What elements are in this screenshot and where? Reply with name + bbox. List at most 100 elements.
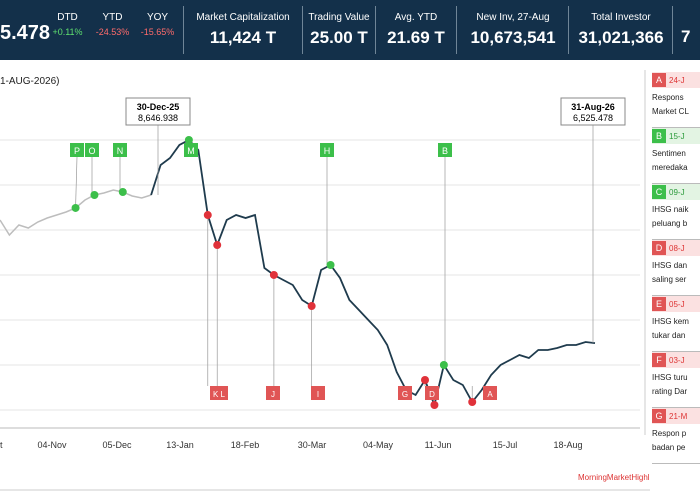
news-text: IHSG turu — [652, 373, 688, 382]
stat-value: 31,021,366 — [578, 28, 664, 47]
marker — [430, 401, 439, 409]
flag — [425, 386, 439, 400]
footer: MorningMarketHighlights - 1-5 — [578, 473, 650, 482]
marker — [184, 136, 193, 144]
callout-value: 6,525.478 — [573, 113, 613, 123]
news-head: B 15-J — [652, 128, 700, 144]
index-value: 5.478 — [0, 22, 51, 44]
chart: 1-AUG-2026) MorningMarketHighlights - 1-… — [0, 70, 650, 491]
stat-label: New Inv, 27-Aug — [476, 12, 550, 23]
change: DTD +0.11% — [45, 6, 90, 37]
flag-label: O — [88, 146, 95, 156]
news-date: 09-J — [669, 187, 685, 197]
news-date: 21-M — [669, 411, 688, 421]
news-letter: B — [652, 129, 666, 143]
flag — [184, 143, 198, 157]
flag-line — [75, 156, 78, 208]
flag-label: D — [429, 390, 435, 399]
news-date: 08-J — [669, 243, 685, 253]
stat-value: 7 — [681, 27, 691, 46]
news-item: G 21-M Respon p badan pe — [652, 408, 700, 464]
stat: Avg. YTD 21.69 T — [375, 6, 456, 54]
news-letter: G — [652, 409, 666, 423]
marker — [421, 376, 429, 385]
x-tick-label: 15-Jul — [493, 440, 518, 450]
flag-label: M — [187, 146, 195, 156]
flag — [398, 386, 412, 400]
flag — [70, 143, 84, 157]
change-label: YTD — [102, 12, 123, 23]
stat-label: Total Investor — [591, 12, 651, 23]
flag — [311, 386, 325, 400]
news-head: F 03-J — [652, 352, 700, 368]
stat: Market Capitalization 11,424 T — [183, 6, 302, 54]
change: YTD -24.53% — [90, 6, 135, 37]
marker — [468, 397, 477, 406]
stat: Trading Value 25.00 T — [302, 6, 375, 54]
stat: 7 — [672, 6, 700, 54]
stat-value: 25.00 T — [310, 28, 368, 47]
marker — [118, 187, 127, 196]
news-letter: A — [652, 73, 666, 87]
news-text: badan pe — [652, 443, 686, 452]
news-item: A 24-J Respons Market CL — [652, 72, 700, 128]
callout-value: 8,646.938 — [138, 113, 178, 123]
news-panel: A 24-J Respons Market CL B 15-J Sentimen mereda… — [652, 72, 700, 464]
stat-label: Trading Value — [308, 12, 370, 23]
news-date: 15-J — [669, 131, 685, 141]
change-value: -24.53% — [95, 27, 130, 37]
change: YOY -15.65% — [135, 6, 180, 37]
flag — [438, 143, 452, 157]
news-head: G 21-M — [652, 408, 700, 424]
news-date: 03-J — [669, 355, 685, 365]
news-head: A 24-J — [652, 72, 700, 88]
change-label: DTD — [57, 12, 78, 23]
x-tick-label: 13-Jan — [166, 440, 194, 450]
x-tick-label: 04-May — [363, 440, 394, 450]
news-text: Respons — [652, 93, 684, 102]
x-tick-label: 11-Jun — [425, 440, 452, 450]
news-date: 05-J — [669, 299, 685, 309]
news-head: E 05-J — [652, 296, 700, 312]
x-tick-label: 04-Nov — [37, 440, 67, 450]
marker — [71, 203, 80, 212]
flag-label: A — [487, 390, 493, 399]
price-line — [150, 138, 596, 409]
changes: DTD +0.11% YTD -24.53% YOY -15.65% — [45, 6, 180, 54]
flag-label: B — [442, 146, 448, 156]
news-letter: F — [652, 353, 666, 367]
news-text: Respon p — [652, 429, 687, 438]
stat-value: 21.69 T — [387, 28, 445, 47]
x-tick-label: 05-Dec — [102, 440, 132, 450]
news-text: saling ser — [652, 275, 687, 284]
stat-value: 10,673,541 — [470, 28, 556, 47]
news-text: meredaka — [652, 163, 688, 172]
change-label: YOY — [146, 12, 169, 23]
flag-label: H — [324, 146, 331, 156]
flag — [85, 143, 99, 157]
news-text: rating Dar — [652, 387, 688, 396]
flag — [210, 386, 228, 400]
news-text: Sentimen — [652, 149, 686, 158]
news-letter: C — [652, 185, 666, 199]
marker — [307, 302, 316, 311]
news-item: D 08-J IHSG dan saling ser — [652, 240, 700, 296]
stat-label: Avg. YTD — [394, 12, 438, 23]
news-head: C 09-J — [652, 184, 700, 200]
stat: Total Investor 31,021,366 — [568, 6, 673, 54]
flag-label: I — [317, 390, 319, 399]
header: 5.478 DTD +0.11% YTD -24.53% YOY -15.65% 7 Ma… — [0, 0, 700, 60]
news-letter: D — [652, 241, 666, 255]
news-text: IHSG kem — [652, 317, 689, 326]
x-tick-label: 18-Aug — [553, 440, 582, 450]
grid — [0, 139, 640, 411]
marker — [269, 270, 278, 279]
flag — [113, 143, 127, 157]
news-text: peluang b — [652, 219, 688, 228]
marker — [203, 211, 212, 220]
news-text: Market CL — [652, 107, 689, 116]
flag-label: J — [271, 390, 275, 399]
news-date: 24-J — [669, 75, 685, 85]
marker — [90, 190, 99, 199]
